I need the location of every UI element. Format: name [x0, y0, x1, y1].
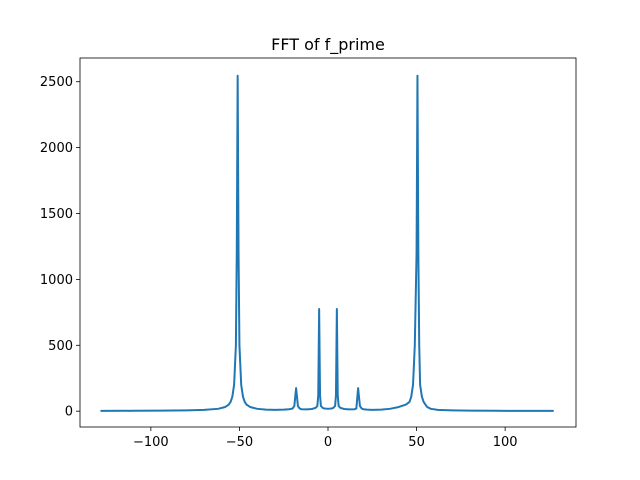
series-line-0: [100, 74, 554, 412]
x-tick-label: −100: [133, 435, 169, 450]
y-tick-label: 2500: [40, 75, 73, 90]
plot-area: [100, 74, 554, 412]
y-tick-label: 500: [48, 339, 73, 354]
x-tick-label: 100: [493, 435, 518, 450]
x-tick-label: −50: [226, 435, 253, 450]
y-tick-label: 0: [65, 405, 73, 420]
x-tick-label: 50: [408, 435, 425, 450]
y-tick-label: 1500: [40, 207, 73, 222]
chart-title: FFT of f_prime: [271, 35, 385, 55]
x-tick-label: 0: [324, 435, 332, 450]
y-tick-label: 1000: [40, 273, 73, 288]
y-tick-label: 2000: [40, 141, 73, 156]
